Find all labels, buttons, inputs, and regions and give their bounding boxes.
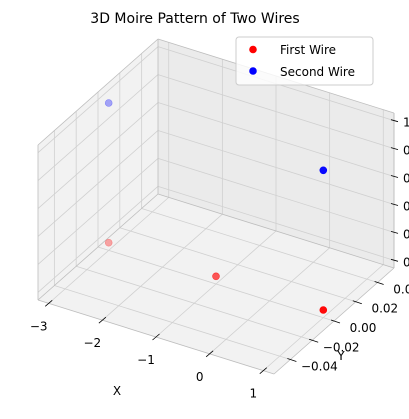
scatter-point-series-1 (320, 167, 327, 174)
z-tick-label: 0.6 (403, 172, 409, 186)
z-tick-label: 0.2 (403, 227, 409, 241)
scatter-point-series-0 (213, 273, 220, 280)
x-tick-label: −2 (84, 336, 102, 350)
scatter-point-series-0 (105, 239, 112, 246)
legend: First Wire Second Wire (236, 37, 373, 85)
y-tick-label: 0.02 (371, 302, 398, 316)
scatter-point-series-0 (320, 307, 327, 314)
legend-label-second-wire: Second Wire (280, 65, 355, 79)
y-axis-label: Y (336, 349, 345, 363)
x-tick-label: 1 (249, 387, 257, 401)
y-tick-label: −0.04 (301, 360, 338, 374)
y-tick-label: 0.04 (393, 282, 409, 296)
legend-marker-second-wire (250, 68, 257, 75)
z-tick-label: 0.4 (403, 199, 409, 213)
y-tick-label: 0.00 (350, 321, 377, 335)
x-tick-label: −3 (30, 319, 48, 333)
z-tick-label: 0.8 (403, 144, 409, 158)
legend-label-first-wire: First Wire (280, 43, 336, 57)
legend-marker-first-wire (250, 46, 257, 53)
scatter-point-series-1 (105, 100, 112, 107)
z-tick-label: 0.0 (403, 255, 409, 269)
x-tick-label: 0 (196, 370, 204, 384)
x-axis-label: X (113, 384, 121, 398)
z-tick-label: 1.0 (403, 116, 409, 130)
x-tick-label: −1 (137, 353, 155, 367)
axes-panes (38, 39, 394, 374)
chart-title: 3D Moire Pattern of Two Wires (90, 11, 299, 27)
